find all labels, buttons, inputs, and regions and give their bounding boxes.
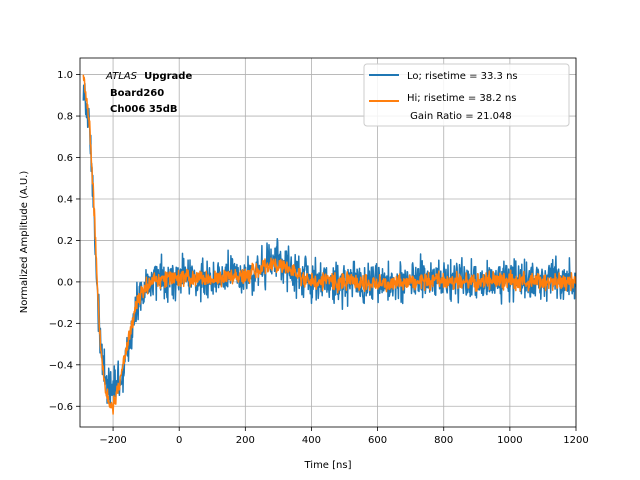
legend: Lo; risetime = 33.3 ns Hi; risetime = 38… — [363, 63, 570, 127]
annotation-atlas: ATLAS — [105, 71, 138, 82]
ticks: −200 0 200 400 600 800 1000 1200 −0.6 −0.4 −0.2 0.0… — [49, 70, 589, 446]
atlas-annotation: ATLAS Upgrade Board260 Ch006 35dB — [105, 71, 192, 115]
y-tick-label: 0.0 — [57, 277, 73, 288]
y-tick-label: −0.6 — [49, 402, 73, 413]
legend-label-lo: Lo; risetime = 33.3 ns — [407, 71, 518, 82]
y-tick-label: 0.2 — [57, 236, 73, 247]
x-tick-label: 600 — [368, 435, 387, 446]
x-tick-label: 800 — [434, 435, 453, 446]
y-axis-label: Normalized Amplitude (A.U.) — [19, 171, 30, 314]
y-tick-label: 1.0 — [57, 70, 73, 81]
legend-label-hi: Hi; risetime = 38.2 ns — [407, 93, 516, 104]
annotation-channel: Ch006 35dB — [110, 104, 178, 115]
x-tick-label: 200 — [236, 435, 255, 446]
x-tick-label: −200 — [99, 435, 126, 446]
y-tick-label: 0.4 — [57, 194, 73, 205]
legend-gain-ratio: Gain Ratio = 21.048 — [407, 111, 512, 122]
y-tick-label: −0.2 — [49, 319, 73, 330]
x-axis-label: Time [ns] — [303, 460, 351, 471]
x-tick-label: 1000 — [497, 435, 522, 446]
y-tick-label: 0.8 — [57, 112, 73, 123]
y-tick-label: 0.6 — [57, 153, 73, 164]
annotation-board: Board260 — [110, 88, 164, 99]
y-tick-label: −0.4 — [49, 360, 73, 371]
annotation-upgrade: Upgrade — [144, 71, 192, 82]
x-tick-label: 1200 — [563, 435, 588, 446]
series-layer — [82, 74, 576, 415]
x-tick-label: 400 — [302, 435, 321, 446]
legend-box — [363, 63, 570, 127]
svg-text:ATLAS Upgrade: ATLAS Upgrade — [105, 71, 192, 82]
x-tick-label: 0 — [176, 435, 182, 446]
series-hi-line — [82, 74, 576, 415]
plot-frame — [79, 57, 577, 428]
